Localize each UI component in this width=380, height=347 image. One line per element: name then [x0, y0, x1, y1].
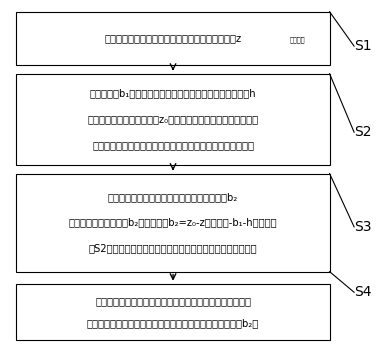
Text: S3: S3: [354, 220, 372, 234]
FancyBboxPatch shape: [16, 74, 329, 165]
Text: 的垂直距离b₁，超声波探头端面与盛水量筒水面的垂直距离h: 的垂直距离b₁，超声波探头端面与盛水量筒水面的垂直距离h: [90, 88, 256, 99]
FancyBboxPatch shape: [16, 283, 329, 340]
Text: S2: S2: [354, 125, 372, 139]
Text: S4: S4: [354, 285, 372, 299]
Text: 波探头端面与压力传感器端面之间的垂直距离b₂: 波探头端面与压力传感器端面之间的垂直距离b₂: [108, 192, 238, 202]
Text: 将得到的超声波探头端面与压力传感器端面之间的垂直距离b₂的: 将得到的超声波探头端面与压力传感器端面之间的垂直距离b₂的: [87, 318, 259, 328]
Text: 器端面之间的垂直距离b₂计算，通过b₂=z₀-z盛水量筒-b₁-h得出超声: 器端面之间的垂直距离b₂计算，通过b₂=z₀-z盛水量筒-b₁-h得出超声: [69, 218, 277, 228]
FancyBboxPatch shape: [16, 12, 329, 65]
Text: 盛水量筒: 盛水量筒: [290, 37, 305, 43]
Text: 取盛水量筒，采用固定水位计测得盛水量筒的水位z: 取盛水量筒，采用固定水位计测得盛水量筒的水位z: [105, 33, 242, 43]
Text: S1: S1: [354, 39, 372, 53]
Text: 通过测针测出水箱基准水位z₀，压力传感器端面与基准水位之间: 通过测针测出水箱基准水位z₀，压力传感器端面与基准水位之间: [87, 114, 258, 124]
FancyBboxPatch shape: [16, 174, 329, 272]
Text: 数据存入水位测量装置中，完成河工试验水位计的参数标定: 数据存入水位测量装置中，完成河工试验水位计的参数标定: [95, 296, 251, 306]
Text: 将河工试验水位计放置在盛水量筒的上方，并记录以下数据：: 将河工试验水位计放置在盛水量筒的上方，并记录以下数据：: [92, 140, 254, 150]
Text: 将S2中测量数据收集并整理，进行超声波探头端面与压力传感: 将S2中测量数据收集并整理，进行超声波探头端面与压力传感: [89, 243, 257, 253]
